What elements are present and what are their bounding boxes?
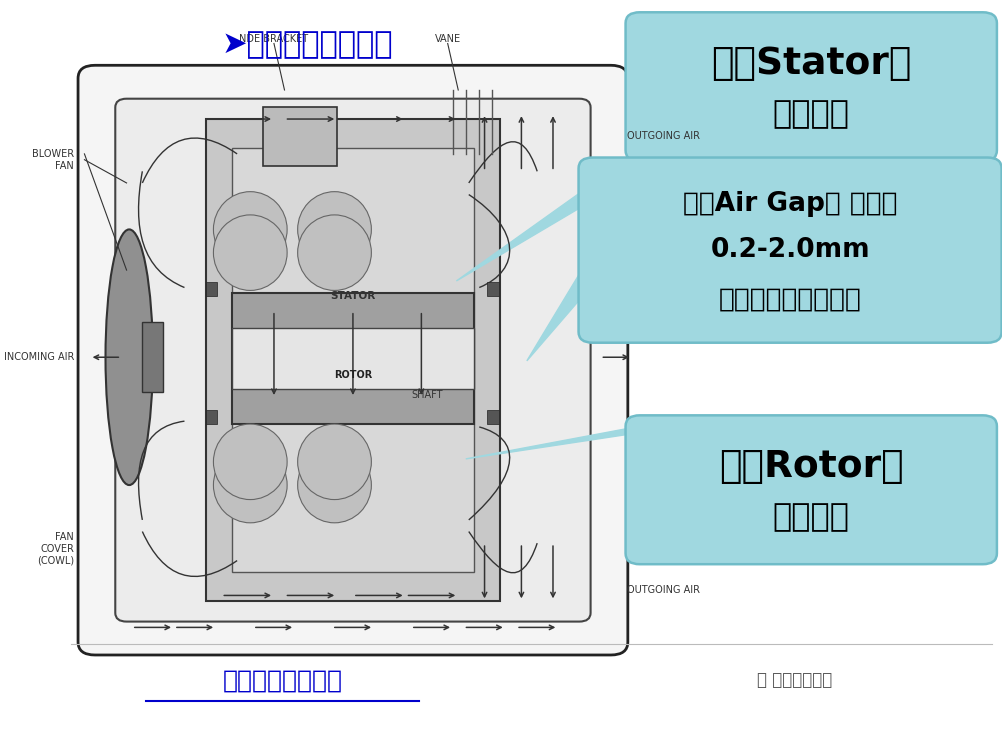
Text: 对电机性能影响很大: 对电机性能影响很大 <box>717 286 861 312</box>
Polygon shape <box>465 426 681 459</box>
Text: 气隙Air Gap： 很小，: 气隙Air Gap： 很小， <box>682 192 897 217</box>
Bar <box>231 148 474 572</box>
Polygon shape <box>526 252 620 361</box>
Text: 旋转部分: 旋转部分 <box>772 502 849 533</box>
Text: FAN
COVER
(COWL): FAN COVER (COWL) <box>37 532 74 566</box>
Text: INCOMING AIR: INCOMING AIR <box>4 352 74 362</box>
Bar <box>487 410 498 424</box>
Text: BLOWER
FAN: BLOWER FAN <box>32 149 74 171</box>
FancyBboxPatch shape <box>78 66 627 655</box>
Text: NDE BRACKET: NDE BRACKET <box>239 34 309 44</box>
Bar <box>205 119 500 601</box>
FancyBboxPatch shape <box>625 416 996 564</box>
Ellipse shape <box>298 192 371 268</box>
Text: STATOR: STATOR <box>330 291 375 301</box>
Text: 异步电机结构视频: 异步电机结构视频 <box>222 668 342 693</box>
Text: OUTGOING AIR: OUTGOING AIR <box>626 131 699 141</box>
Ellipse shape <box>298 215 371 290</box>
FancyBboxPatch shape <box>625 12 996 161</box>
Text: ROTOR: ROTOR <box>334 370 372 380</box>
Text: 固定部分: 固定部分 <box>772 99 849 130</box>
FancyBboxPatch shape <box>578 157 1001 343</box>
Ellipse shape <box>213 424 287 499</box>
Bar <box>205 410 216 424</box>
Ellipse shape <box>105 230 152 485</box>
Text: 0.2-2.0mm: 0.2-2.0mm <box>709 237 869 263</box>
Bar <box>231 328 474 389</box>
Ellipse shape <box>298 424 371 499</box>
Text: 📡 电力知识课堂: 📡 电力知识课堂 <box>757 671 832 690</box>
Polygon shape <box>456 150 676 281</box>
Text: 定子Stator：: 定子Stator： <box>710 46 911 82</box>
Text: ➤异步电动机的结构: ➤异步电动机的结构 <box>221 31 393 60</box>
Ellipse shape <box>213 215 287 290</box>
Ellipse shape <box>213 192 287 268</box>
Text: 转子Rotor：: 转子Rotor： <box>718 449 903 485</box>
Bar <box>142 322 163 392</box>
Bar <box>231 293 474 424</box>
Ellipse shape <box>213 448 287 523</box>
Bar <box>264 107 337 165</box>
Text: OUTGOING AIR: OUTGOING AIR <box>626 585 699 595</box>
Ellipse shape <box>298 448 371 523</box>
Bar <box>487 281 498 296</box>
Bar <box>205 281 216 296</box>
FancyBboxPatch shape <box>115 98 590 622</box>
Text: SHAFT: SHAFT <box>411 390 442 400</box>
Text: VANE: VANE <box>434 34 460 44</box>
